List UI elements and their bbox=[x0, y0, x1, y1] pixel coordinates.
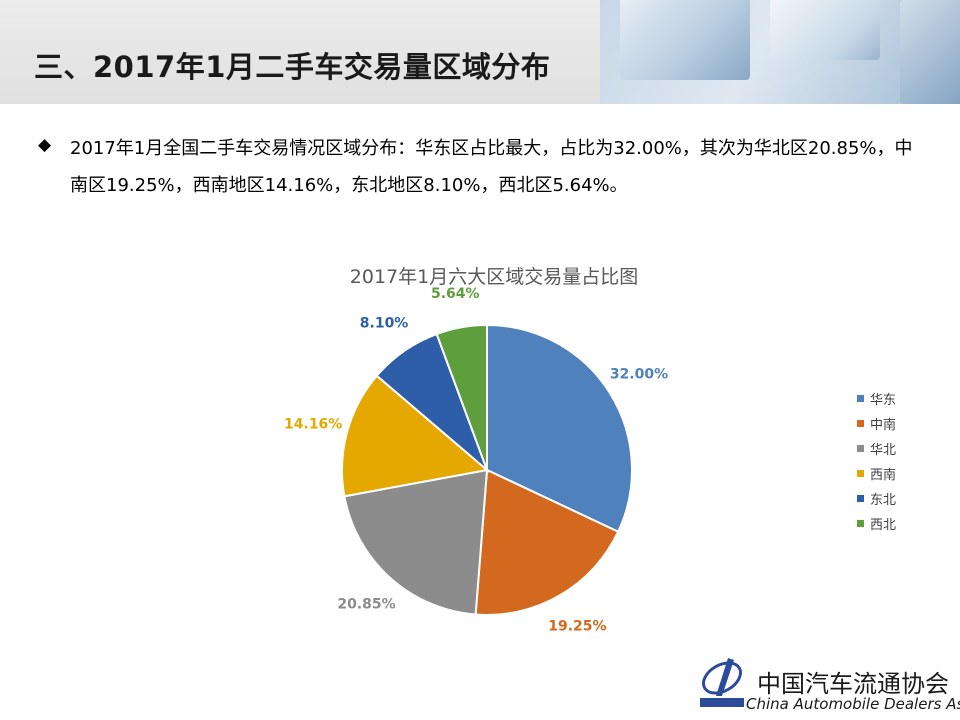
legend-swatch bbox=[857, 395, 864, 402]
page-title: 三、2017年1月二手车交易量区域分布 bbox=[34, 50, 551, 84]
pie-slice-华北 bbox=[343, 468, 489, 616]
pie-data-label: 5.64% bbox=[431, 286, 480, 302]
legend-swatch bbox=[857, 470, 864, 477]
pie-slice-西南 bbox=[341, 374, 490, 498]
summary-paragraph: 2017年1月全国二手车交易情况区域分布：华东区占比最大，占比为32.00%，其… bbox=[70, 138, 913, 196]
cada-logo-icon bbox=[700, 658, 744, 707]
legend-label: 西南 bbox=[870, 468, 897, 483]
legend-swatch bbox=[857, 420, 864, 427]
pie-data-label: 19.25% bbox=[548, 619, 606, 635]
legend-item: 华东 bbox=[857, 386, 896, 411]
legend-item: 东北 bbox=[857, 486, 896, 511]
legend-item: 西北 bbox=[857, 511, 896, 536]
pie-data-label: 20.85% bbox=[337, 597, 395, 613]
legend-swatch bbox=[857, 445, 864, 452]
bullet-diamond-icon: ◆ bbox=[38, 135, 52, 155]
pie-slice-西北 bbox=[435, 323, 488, 471]
slide-header: 三、2017年1月二手车交易量区域分布 bbox=[0, 0, 960, 104]
pie-data-label: 32.00% bbox=[610, 367, 668, 383]
legend-label: 华北 bbox=[870, 443, 897, 458]
legend-label: 中南 bbox=[870, 418, 897, 433]
pie-slice-华东 bbox=[486, 323, 633, 534]
chart-title: 2017年1月六大区域交易量占比图 bbox=[349, 266, 639, 288]
pie-slice-中南 bbox=[474, 468, 620, 616]
legend-item: 中南 bbox=[857, 411, 896, 436]
legend-item: 西南 bbox=[857, 461, 896, 486]
legend-item: 华北 bbox=[857, 436, 896, 461]
legend-swatch bbox=[857, 495, 864, 502]
organization-name: 中国汽车流通协会 bbox=[757, 670, 949, 698]
decorative-cube bbox=[620, 0, 750, 80]
legend-label: 西北 bbox=[870, 518, 897, 533]
header-decoration-image bbox=[600, 0, 960, 104]
chart-legend: 华东中南华北西南东北西北 bbox=[857, 386, 896, 536]
legend-label: 华东 bbox=[870, 393, 897, 408]
decorative-cube bbox=[900, 0, 960, 104]
legend-label: 东北 bbox=[870, 493, 897, 508]
decorative-cube bbox=[770, 0, 880, 60]
legend-swatch bbox=[857, 520, 864, 527]
organization-name-english: China Automobile Dealers As bbox=[746, 695, 960, 713]
pie-data-label: 14.16% bbox=[284, 416, 342, 432]
pie-data-label: 8.10% bbox=[360, 315, 409, 331]
